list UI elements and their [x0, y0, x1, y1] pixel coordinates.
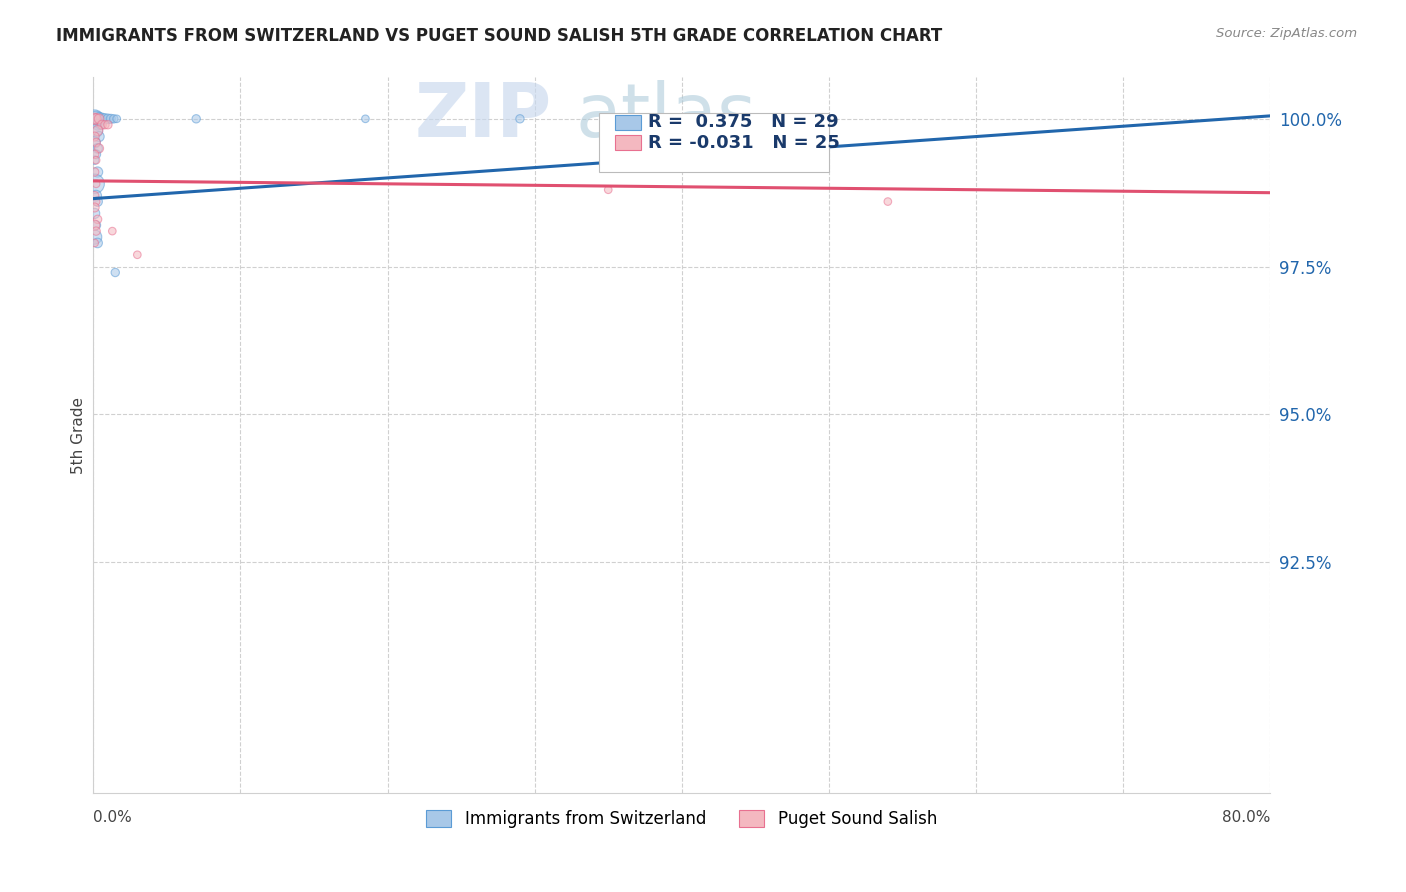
Bar — [614, 115, 641, 129]
Text: R =  0.375   N = 29: R = 0.375 N = 29 — [648, 113, 838, 131]
Point — [354, 112, 377, 126]
Point — [86, 141, 108, 155]
Point — [90, 118, 112, 132]
Point — [83, 201, 105, 215]
Legend: Immigrants from Switzerland, Puget Sound Salish: Immigrants from Switzerland, Puget Sound… — [420, 803, 943, 834]
Point — [84, 112, 107, 126]
Point — [86, 235, 108, 250]
Text: atlas: atlas — [576, 80, 756, 153]
Point — [84, 194, 107, 209]
Point — [94, 118, 117, 132]
Point — [100, 112, 122, 126]
FancyBboxPatch shape — [599, 113, 830, 172]
Point — [83, 112, 105, 126]
Point — [83, 165, 105, 179]
Point — [83, 129, 105, 144]
Point — [83, 147, 105, 161]
Point — [83, 153, 105, 168]
Point — [83, 188, 105, 202]
Point — [84, 153, 107, 168]
Point — [83, 112, 105, 126]
Text: Source: ZipAtlas.com: Source: ZipAtlas.com — [1216, 27, 1357, 40]
Point — [91, 118, 114, 132]
Point — [86, 212, 108, 227]
Point — [509, 112, 531, 126]
Point — [84, 177, 107, 191]
Text: 0.0%: 0.0% — [93, 811, 132, 825]
Point — [101, 224, 124, 238]
Point — [83, 206, 105, 220]
Point — [83, 235, 105, 250]
Point — [105, 112, 128, 126]
Point — [84, 218, 107, 232]
Bar — [614, 136, 641, 150]
Text: R = -0.031   N = 25: R = -0.031 N = 25 — [648, 134, 839, 152]
Text: IMMIGRANTS FROM SWITZERLAND VS PUGET SOUND SALISH 5TH GRADE CORRELATION CHART: IMMIGRANTS FROM SWITZERLAND VS PUGET SOU… — [56, 27, 942, 45]
Point — [84, 188, 107, 202]
Point — [94, 112, 117, 126]
Point — [87, 112, 110, 126]
Point — [83, 218, 105, 232]
Point — [127, 248, 149, 262]
Point — [876, 194, 898, 209]
Text: ZIP: ZIP — [415, 80, 553, 153]
Point — [84, 123, 107, 137]
Point — [91, 112, 114, 126]
Point — [598, 183, 620, 197]
Point — [83, 136, 105, 150]
Point — [84, 147, 107, 161]
Point — [86, 118, 108, 132]
Point — [97, 118, 120, 132]
Point — [97, 112, 120, 126]
Point — [83, 230, 105, 244]
Point — [104, 265, 127, 279]
Point — [86, 123, 108, 137]
Point — [84, 112, 107, 126]
Point — [87, 129, 110, 144]
Point — [186, 112, 208, 126]
Point — [86, 165, 108, 179]
Point — [86, 194, 108, 209]
Point — [87, 112, 110, 126]
Y-axis label: 5th Grade: 5th Grade — [72, 397, 86, 474]
Point — [84, 224, 107, 238]
Point — [84, 136, 107, 150]
Point — [87, 141, 110, 155]
Point — [103, 112, 125, 126]
Text: 80.0%: 80.0% — [1222, 811, 1271, 825]
Point — [83, 177, 105, 191]
